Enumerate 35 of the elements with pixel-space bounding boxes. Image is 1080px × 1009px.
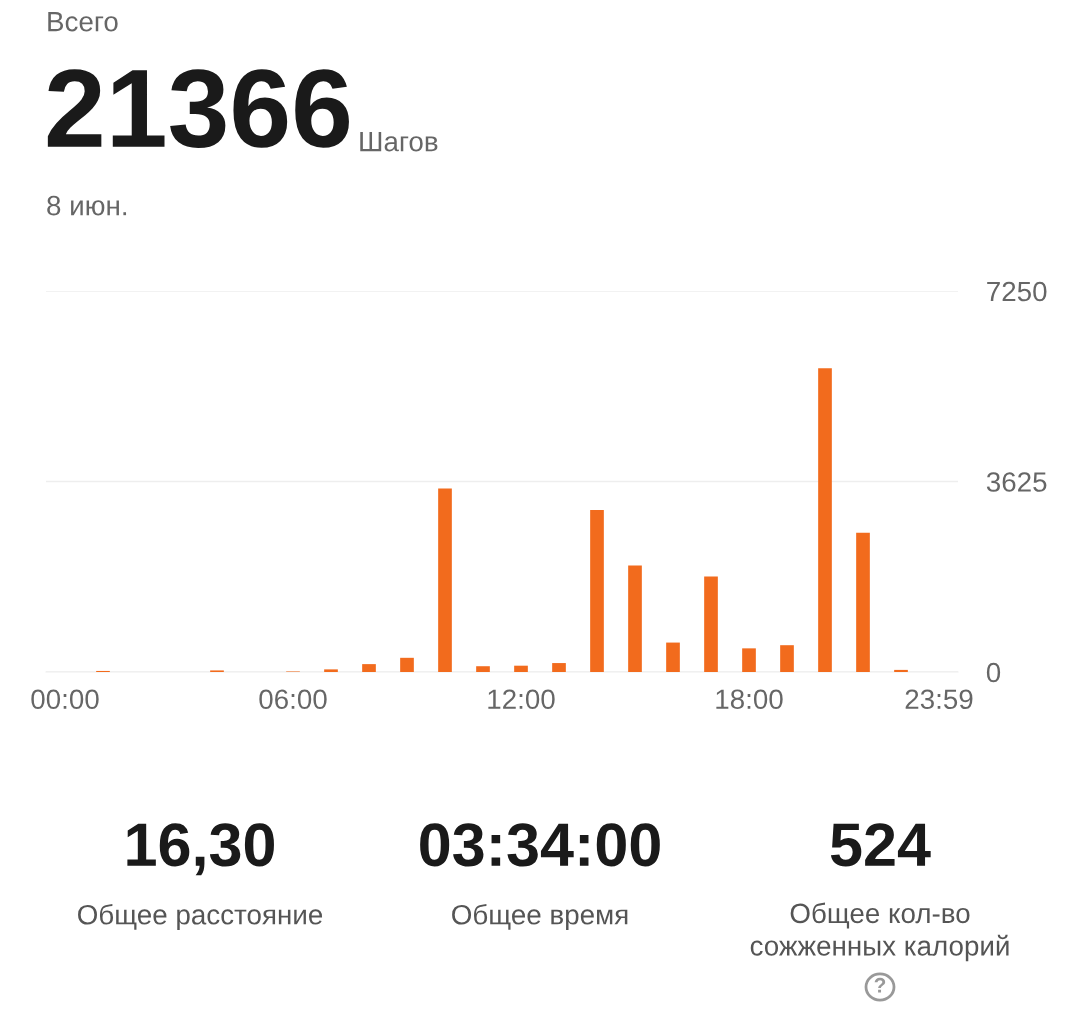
bar — [362, 664, 376, 672]
y-tick-label: 3625 — [986, 472, 1047, 492]
bar — [324, 669, 338, 672]
x-tick-label: 00:00 — [31, 689, 99, 710]
bar — [400, 657, 414, 672]
bar — [742, 648, 756, 672]
x-tick-label: 18:00 — [716, 689, 783, 710]
bar — [514, 665, 528, 672]
y-tick-label: 7250 — [987, 281, 1047, 302]
bar — [704, 576, 718, 672]
x-tick-label: 23:59 — [905, 689, 973, 710]
bar — [590, 509, 604, 672]
text: 03:34:00 — [420, 823, 660, 867]
bar — [894, 669, 908, 672]
bar — [438, 488, 452, 672]
x-tick-label: 12:00 — [488, 689, 555, 710]
bar — [780, 645, 794, 672]
bar — [856, 532, 870, 672]
text: 16,30 — [127, 823, 274, 876]
bar — [552, 663, 566, 672]
text: Общее время — [452, 903, 628, 931]
text: 21366 — [47, 69, 349, 148]
text: ? — [874, 977, 886, 993]
text: 524 — [830, 823, 931, 867]
bar — [628, 565, 642, 672]
bar — [818, 368, 832, 672]
bar — [476, 666, 490, 672]
text: 8 июн. — [47, 195, 127, 216]
bar — [666, 642, 680, 672]
text: Шагов — [360, 132, 438, 152]
chart-title: Всего — [48, 12, 118, 32]
x-tick-label: 06:00 — [259, 689, 327, 710]
text: Общее кол-во сожженных калорий — [750, 902, 1009, 962]
y-tick-label: 0 — [986, 662, 1001, 683]
text: Общее расстояние — [78, 903, 323, 931]
